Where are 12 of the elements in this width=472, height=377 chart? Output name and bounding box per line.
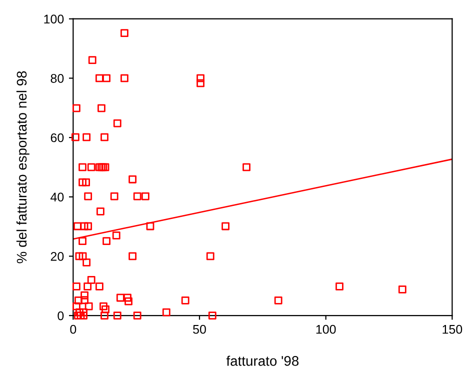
y-tick-label: 0	[58, 311, 64, 320]
x-axis-title: fatturato '98	[226, 356, 299, 366]
y-tick-label: 80	[50, 74, 64, 83]
y-tick-label: 40	[50, 192, 64, 202]
y-tick-label: 60	[50, 133, 64, 142]
x-tick-label: 0	[70, 324, 76, 334]
y-tick-label: 100	[44, 14, 64, 24]
x-tick-label: 50	[193, 324, 206, 334]
y-axis-title: % del fatturato esportato nel 98	[16, 71, 30, 264]
x-tick-label: 100	[316, 324, 336, 334]
x-tick-label: 150	[442, 324, 462, 334]
y-tick-label: 20	[50, 252, 64, 261]
